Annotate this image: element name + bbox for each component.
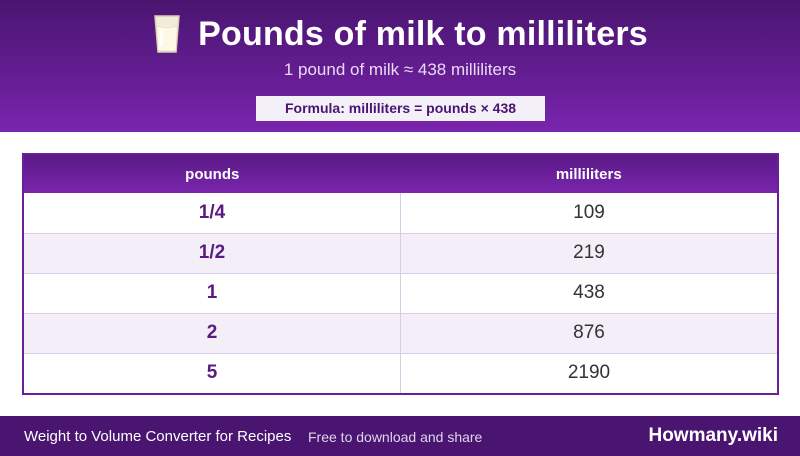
milliliters-cell: 438 <box>400 273 777 314</box>
footer-bar: Weight to Volume Converter for Recipes F… <box>0 416 800 456</box>
milliliters-cell: 219 <box>400 233 777 274</box>
pounds-cell: 1/2 <box>24 233 401 274</box>
conversion-table: pounds milliliters 1/4 109 1/2 219 1 438… <box>24 155 777 393</box>
conversion-table-container: pounds milliliters 1/4 109 1/2 219 1 438… <box>22 153 779 395</box>
milliliters-cell: 876 <box>400 313 777 354</box>
pounds-cell: 5 <box>24 353 401 393</box>
pounds-cell: 1 <box>24 273 401 314</box>
column-header-pounds: pounds <box>185 165 240 183</box>
pounds-cell: 2 <box>24 313 401 354</box>
table-row: 2 876 <box>24 313 777 354</box>
footer-share-note: Free to download and share <box>308 429 483 445</box>
formula-box: Formula: milliliters = pounds × 438 <box>256 96 545 121</box>
table-row: 1 438 <box>24 273 777 314</box>
milliliters-cell: 2190 <box>567 362 611 384</box>
table-row: 5 2190 <box>24 353 777 393</box>
title-row: Pounds of milk to milliliters <box>0 12 800 56</box>
conversion-summary: 1 pound of milk ≈ 438 milliliters <box>283 60 517 79</box>
table-row: 1/4 109 <box>24 193 777 234</box>
table-header-row: pounds milliliters <box>24 155 777 193</box>
table-row: 1/2 219 <box>24 233 777 274</box>
column-header-milliliters: milliliters <box>555 165 622 183</box>
site-brand-logo[interactable]: Howmany.wiki <box>648 425 778 446</box>
pounds-cell: 1/4 <box>24 193 401 234</box>
footer-converter-title: Weight to Volume Converter for Recipes <box>24 428 292 445</box>
milliliters-cell: 109 <box>400 193 777 234</box>
milk-glass-icon <box>154 15 180 53</box>
page-title: Pounds of milk to milliliters <box>198 14 648 53</box>
header-banner: Pounds of milk to milliliters 1 pound of… <box>0 0 800 132</box>
